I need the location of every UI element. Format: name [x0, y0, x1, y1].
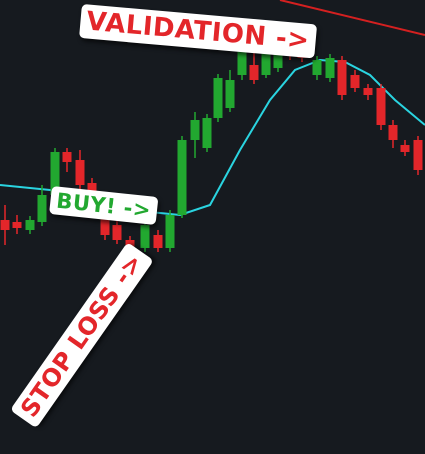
candle-body: [25, 220, 35, 230]
candle-body: [153, 235, 163, 248]
candle-body: [400, 145, 410, 152]
candle-body: [337, 60, 347, 95]
candle-body: [0, 220, 10, 230]
candle-body: [261, 45, 271, 75]
candle-body: [12, 222, 22, 228]
candle-body: [388, 125, 398, 140]
candle-body: [350, 75, 360, 88]
candle-body: [413, 140, 423, 170]
candle-body: [62, 152, 72, 162]
candle-body: [177, 140, 187, 215]
candle-body: [100, 215, 110, 235]
candle-body: [50, 152, 60, 195]
candle-body: [87, 183, 97, 195]
candle-body: [112, 225, 122, 240]
moving-average: [279, 0, 425, 36]
candle-body: [213, 78, 223, 118]
candle-body: [237, 50, 247, 75]
candle-body: [249, 65, 259, 80]
candle-body: [225, 80, 235, 108]
candle-body: [202, 118, 212, 148]
candle-body: [363, 88, 373, 95]
candle-body: [75, 160, 85, 185]
candle-body: [312, 60, 322, 75]
candle-body: [190, 120, 200, 140]
candle-body: [325, 58, 335, 78]
candle-body: [165, 215, 175, 248]
candle-body: [140, 225, 150, 248]
candle-body: [376, 88, 386, 125]
candle-body: [37, 195, 47, 222]
